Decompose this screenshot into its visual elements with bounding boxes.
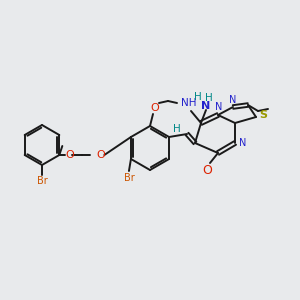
Text: Br: Br (124, 173, 134, 183)
Text: N: N (229, 95, 237, 105)
Text: N: N (215, 102, 223, 112)
Text: H: H (173, 124, 181, 134)
Text: O: O (96, 150, 105, 160)
Text: N: N (201, 101, 211, 111)
Text: O: O (65, 150, 74, 160)
Text: NH: NH (181, 98, 197, 108)
Text: H: H (205, 93, 213, 103)
Text: N: N (239, 138, 247, 148)
Text: Br: Br (37, 176, 47, 186)
Text: O: O (202, 164, 212, 176)
Text: S: S (259, 110, 267, 120)
Text: H: H (194, 92, 202, 102)
Text: O: O (151, 103, 159, 113)
